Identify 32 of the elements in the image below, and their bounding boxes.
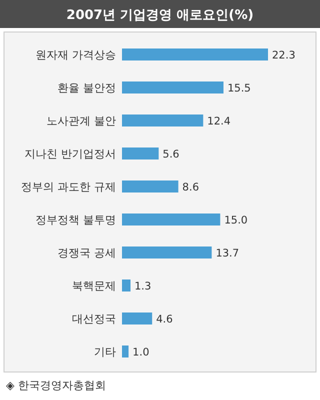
data-label: 1.0 xyxy=(132,346,150,358)
bar xyxy=(122,346,129,358)
y-tick-label: 노사관계 불안 xyxy=(46,114,116,128)
bar xyxy=(122,180,178,192)
y-tick-label: 원자재 가격상승 xyxy=(36,48,116,62)
data-label: 15.0 xyxy=(224,214,248,226)
data-label: 22.3 xyxy=(272,50,296,62)
data-label: 15.5 xyxy=(227,82,251,94)
data-label: 1.3 xyxy=(134,280,152,292)
bar xyxy=(122,148,159,160)
y-tick-label: 경쟁국 공세 xyxy=(58,246,116,260)
y-tick-label: 기타 xyxy=(94,346,116,358)
y-tick-label: 지나친 반기업정서 xyxy=(24,148,116,160)
data-label: 13.7 xyxy=(216,248,240,260)
bar xyxy=(122,312,152,324)
text: ◈ 한국경영자총협회 xyxy=(6,379,106,392)
y-tick-label: 대선정국 xyxy=(72,312,116,326)
data-label: 5.6 xyxy=(162,148,180,160)
y-tick-label: 북핵문제 xyxy=(72,280,116,292)
chart-title: 2007년 기업경영 애로요인(%) xyxy=(66,8,254,23)
bar xyxy=(122,48,268,60)
bar xyxy=(122,82,224,94)
bar xyxy=(122,280,131,292)
y-tick-label: 정부정책 불투명 xyxy=(36,214,116,226)
y-tick-label: 정부의 과도한 규제 xyxy=(21,180,116,194)
data-label: 4.6 xyxy=(156,314,174,326)
bar xyxy=(122,214,220,226)
bar xyxy=(122,114,204,126)
bar xyxy=(122,246,212,258)
y-tick-label: 환율 불안정 xyxy=(58,82,116,94)
data-label: 8.6 xyxy=(182,182,200,194)
data-label: 12.4 xyxy=(207,116,231,128)
